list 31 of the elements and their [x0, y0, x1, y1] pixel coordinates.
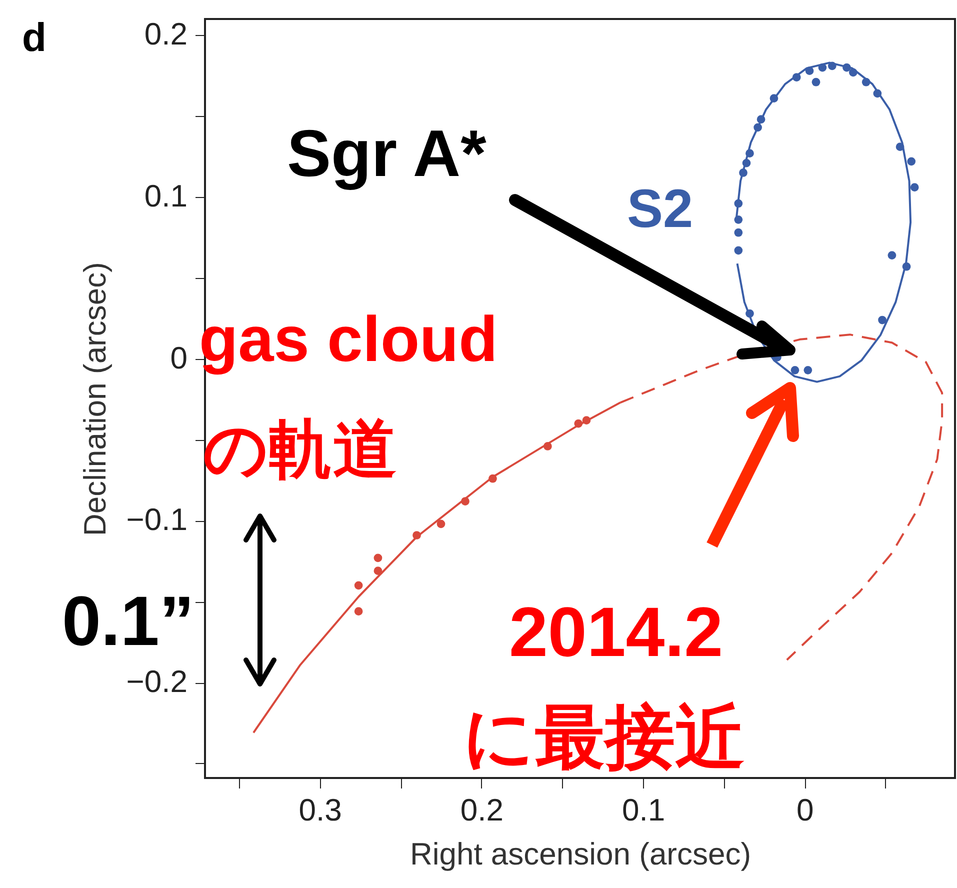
y-tick-label: 0.2: [144, 16, 188, 52]
y-tick-label: −0.2: [126, 664, 188, 700]
x-tick-label: 0.3: [298, 792, 342, 828]
point: [910, 183, 919, 192]
x-tick-label: 0.1: [622, 792, 666, 828]
point: [374, 566, 382, 576]
point: [734, 228, 743, 237]
point: [354, 607, 363, 616]
y-tick-label: 0: [170, 340, 188, 376]
annotation: に最接近: [463, 698, 745, 776]
point: [812, 78, 820, 86]
point: [734, 246, 743, 255]
annotation: 2014.2: [509, 593, 724, 671]
x-tick-label: 0: [796, 792, 814, 828]
point: [804, 366, 812, 374]
point: [878, 316, 886, 324]
y-tick-label: −0.1: [126, 502, 188, 538]
point: [888, 251, 896, 260]
text: d: [22, 16, 46, 60]
y-tick-label: 0.1: [144, 178, 188, 214]
point: [436, 520, 446, 528]
annotation: Sgr A*: [287, 116, 487, 190]
point: [374, 554, 382, 562]
y-axis-title: Declination (arcsec): [77, 262, 112, 536]
text: 0.1”: [62, 582, 194, 660]
series-label: S2: [627, 179, 694, 239]
point: [907, 157, 916, 166]
x-tick-label: 0.2: [460, 792, 504, 828]
x-axis-title: Right ascension (arcsec): [410, 836, 752, 872]
point: [354, 581, 363, 590]
point: [790, 366, 800, 374]
